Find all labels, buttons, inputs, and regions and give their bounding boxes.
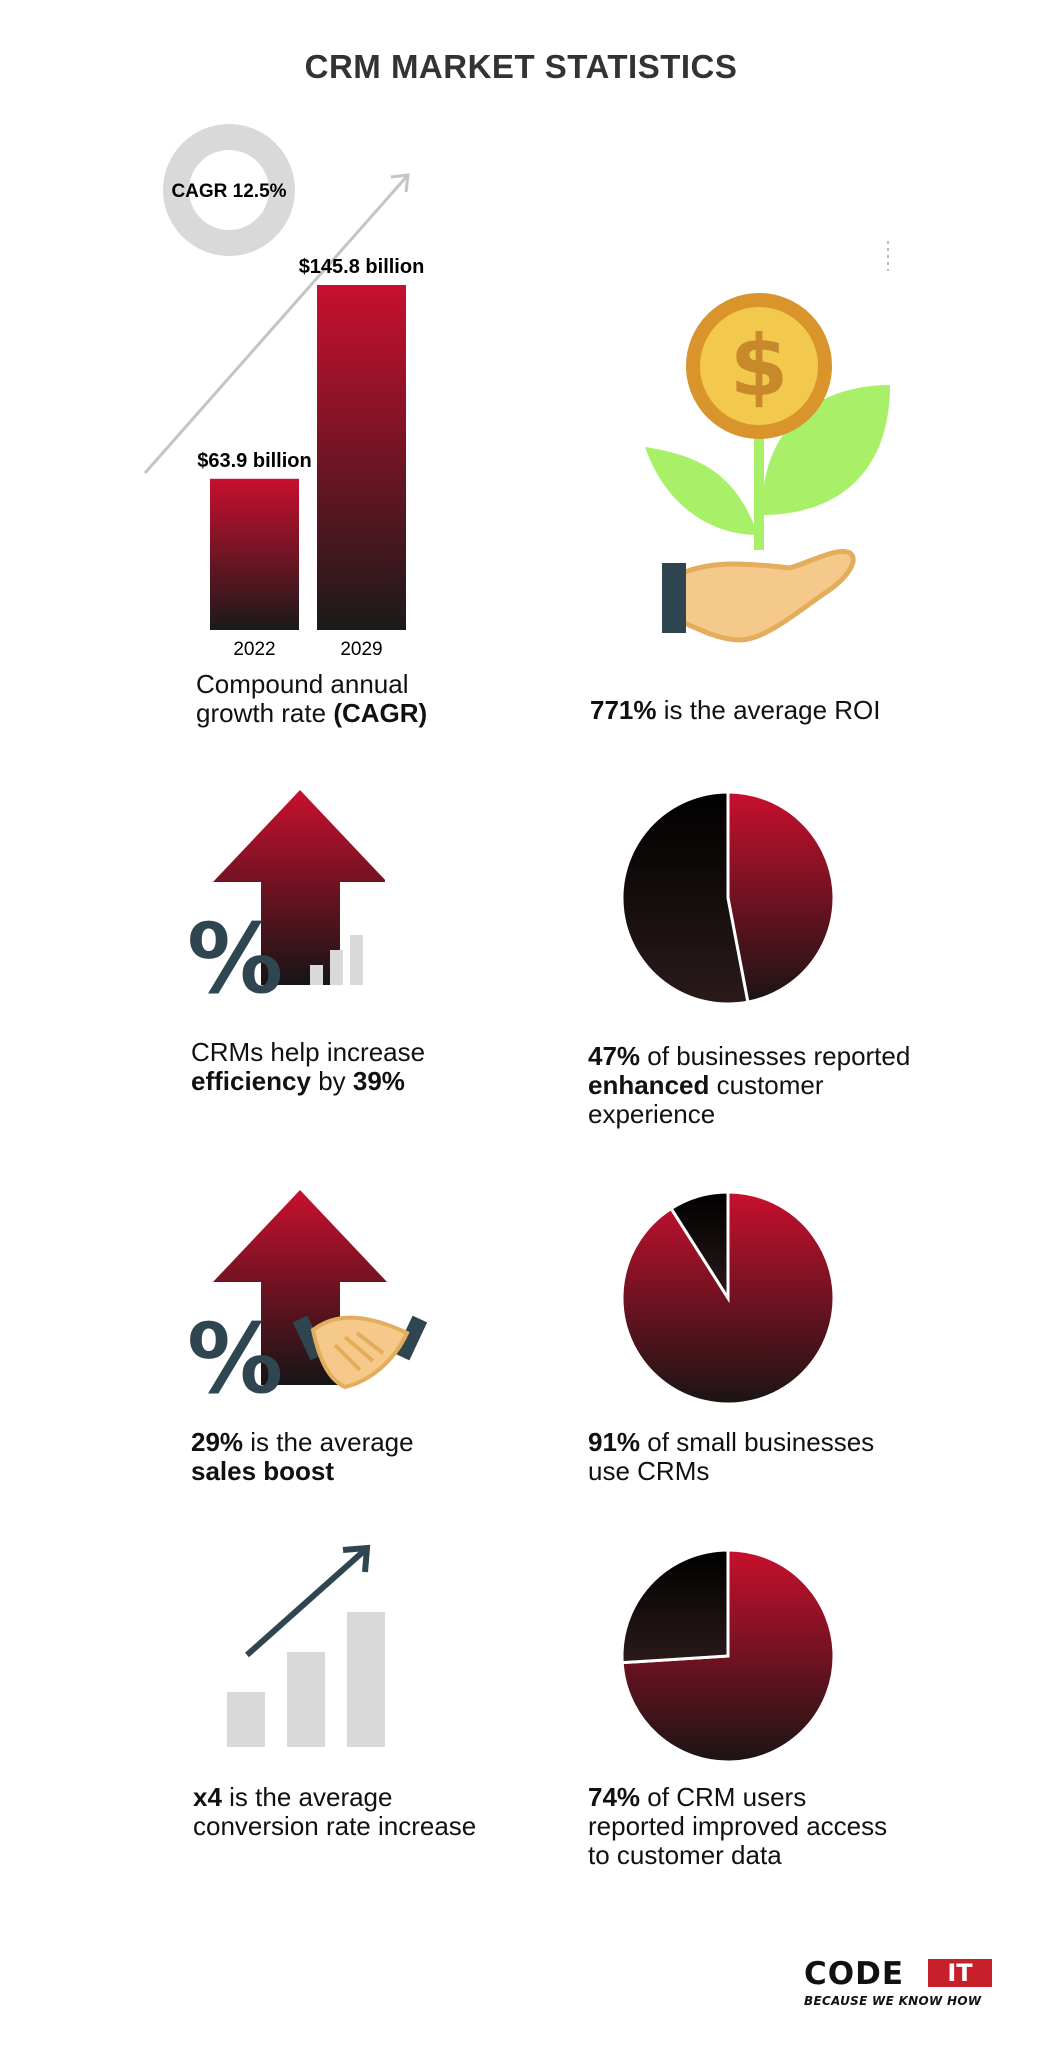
sales-boost-illustration: % [187, 1190, 428, 1400]
trend-arrow-line [245, 1547, 367, 1658]
logo-tagline: BECAUSE WE KNOW HOW [804, 1994, 982, 2008]
bar-icon [287, 1652, 325, 1747]
bar-category-label: 2022 [233, 639, 275, 655]
left-leaf [645, 447, 758, 535]
small-business-caption: 91% of small businesses use CRMs [588, 1427, 875, 1486]
conversion-caption: x4 is the average conversion rate increa… [193, 1782, 477, 1841]
small-business-pie-chart [620, 1190, 836, 1406]
page-title: CRM MARKET STATISTICS [304, 48, 738, 85]
conversion-illustration [227, 1544, 385, 1747]
right-leaf [761, 385, 890, 515]
experience-caption: 47% of businesses reported enhanced cust… [588, 1041, 911, 1129]
pie-slice-rest [669, 1190, 730, 1304]
plant-stem [754, 365, 764, 550]
pie-slice-rest [620, 1548, 730, 1665]
dollar-sign-icon: $ [730, 317, 788, 415]
bar-value-label: $63.9 billion [197, 450, 311, 472]
percent-icon: % [187, 1303, 283, 1400]
small-bar-icon [330, 950, 343, 985]
logo-it-badge: IT [928, 1959, 992, 1987]
sales-caption: 29% is the average sales boost [191, 1427, 414, 1486]
pie-slice-highlight [726, 790, 836, 1004]
pie-slice-rest [620, 790, 750, 1006]
up-arrow-icon [213, 1190, 387, 1385]
efficiency-caption: CRMs help increase efficiency by 39% [191, 1037, 426, 1096]
market-bar-chart: $63.9 billion 2022 $145.8 billion 2029 CAGR… [143, 124, 425, 655]
logo-code-text: CODE [804, 1956, 905, 1992]
sleeve-cuff [662, 563, 686, 633]
data-access-pie-chart [620, 1548, 836, 1764]
roi-caption: 771% is the average ROI [590, 695, 881, 725]
growth-arrow-line [143, 174, 410, 474]
experience-pie-chart [620, 790, 836, 1006]
coin-icon [686, 293, 832, 439]
cagr-badge-label: CAGR 12.5% [171, 181, 286, 202]
handshake-icon [292, 1315, 428, 1390]
codeit-logo[interactable]: CODE IT BECAUSE WE KNOW HOW [804, 1956, 1004, 2016]
percent-icon: % [187, 903, 283, 1000]
bar-value-label: $145.8 billion [299, 256, 425, 278]
bar-icon [227, 1692, 265, 1747]
bar-icon [347, 1612, 385, 1747]
bar-category-label: 2029 [340, 639, 382, 655]
trend-arrow-head [342, 1544, 371, 1573]
cagr-caption: Compound annual growth rate (CAGR) [196, 669, 428, 728]
efficiency-illustration: % [187, 790, 385, 1000]
cagr-donut [163, 124, 295, 256]
small-bar-icon [350, 935, 363, 985]
up-arrow-icon [213, 790, 385, 985]
growth-arrow-head [390, 173, 410, 193]
bar-2029 [317, 285, 406, 630]
small-bar-icon [310, 965, 323, 985]
money-plant-illustration: $ [645, 241, 890, 643]
bar-2022 [210, 478, 299, 630]
hand-icon [675, 549, 856, 643]
access-caption: 74% of CRM users reported improved acces… [588, 1782, 888, 1870]
